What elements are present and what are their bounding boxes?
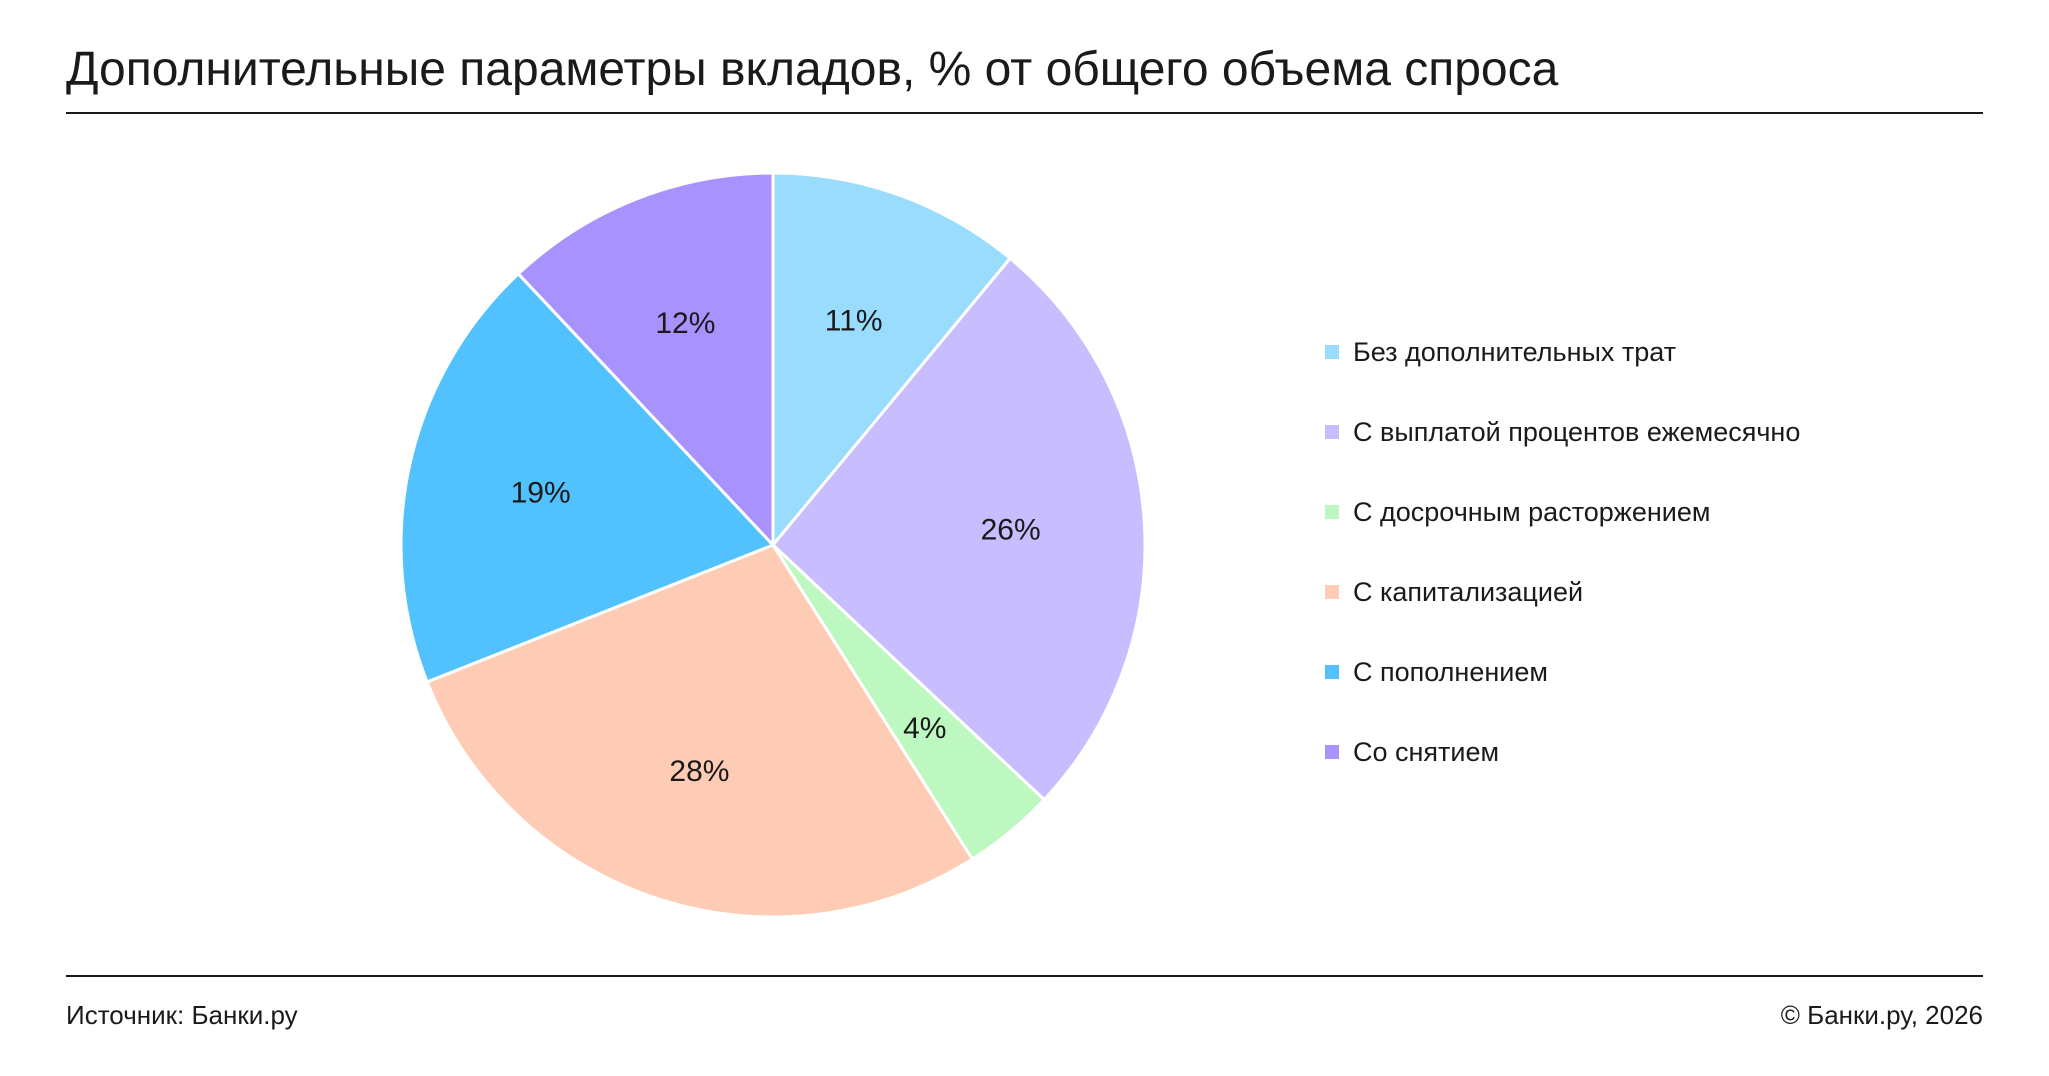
- chart-title: Дополнительные параметры вкладов, % от о…: [66, 43, 1559, 96]
- legend-swatch: [1325, 505, 1339, 519]
- legend-item: С капитализацией: [1325, 552, 1800, 632]
- legend-label: С выплатой процентов ежемесячно: [1353, 417, 1801, 447]
- legend: Без дополнительных трат С выплатой процен…: [1325, 312, 1800, 792]
- legend-swatch: [1325, 585, 1339, 599]
- pie-slice-2: [771, 256, 1147, 802]
- slice-value-label: 4%: [903, 712, 946, 745]
- legend-label: Со снятием: [1353, 737, 1500, 767]
- legend-label: С досрочным расторжением: [1353, 497, 1711, 527]
- legend-label: Без дополнительных трат: [1353, 337, 1677, 367]
- slice-value-label: 11%: [825, 305, 883, 338]
- legend-swatch: [1325, 345, 1339, 359]
- legend-item: Со снятием: [1325, 712, 1800, 792]
- slice-value-label: 19%: [511, 477, 571, 510]
- slice-value-label: 26%: [981, 514, 1041, 547]
- pie-slice-5: [399, 272, 775, 684]
- pie-slice-4: [425, 543, 974, 919]
- title-divider: [66, 112, 1983, 114]
- legend-item: С пополнением: [1325, 632, 1800, 712]
- pie-slice-1: [771, 171, 1012, 547]
- legend-swatch: [1325, 425, 1339, 439]
- footer-divider: [66, 975, 1983, 977]
- copyright-note: © Банки.ру, 2026: [1780, 1000, 1983, 1030]
- slice-value-label: 12%: [655, 307, 715, 340]
- legend-item: С досрочным расторжением: [1325, 472, 1800, 552]
- legend-swatch: [1325, 745, 1339, 759]
- legend-label: С капитализацией: [1353, 577, 1584, 607]
- pie-slice-6: [516, 171, 775, 547]
- source-note: Источник: Банки.ру: [66, 1000, 298, 1030]
- legend-item: С выплатой процентов ежемесячно: [1325, 392, 1800, 472]
- legend-label: С пополнением: [1353, 657, 1548, 687]
- slice-value-label: 28%: [669, 755, 729, 788]
- legend-swatch: [1325, 665, 1339, 679]
- legend-item: Без дополнительных трат: [1325, 312, 1800, 392]
